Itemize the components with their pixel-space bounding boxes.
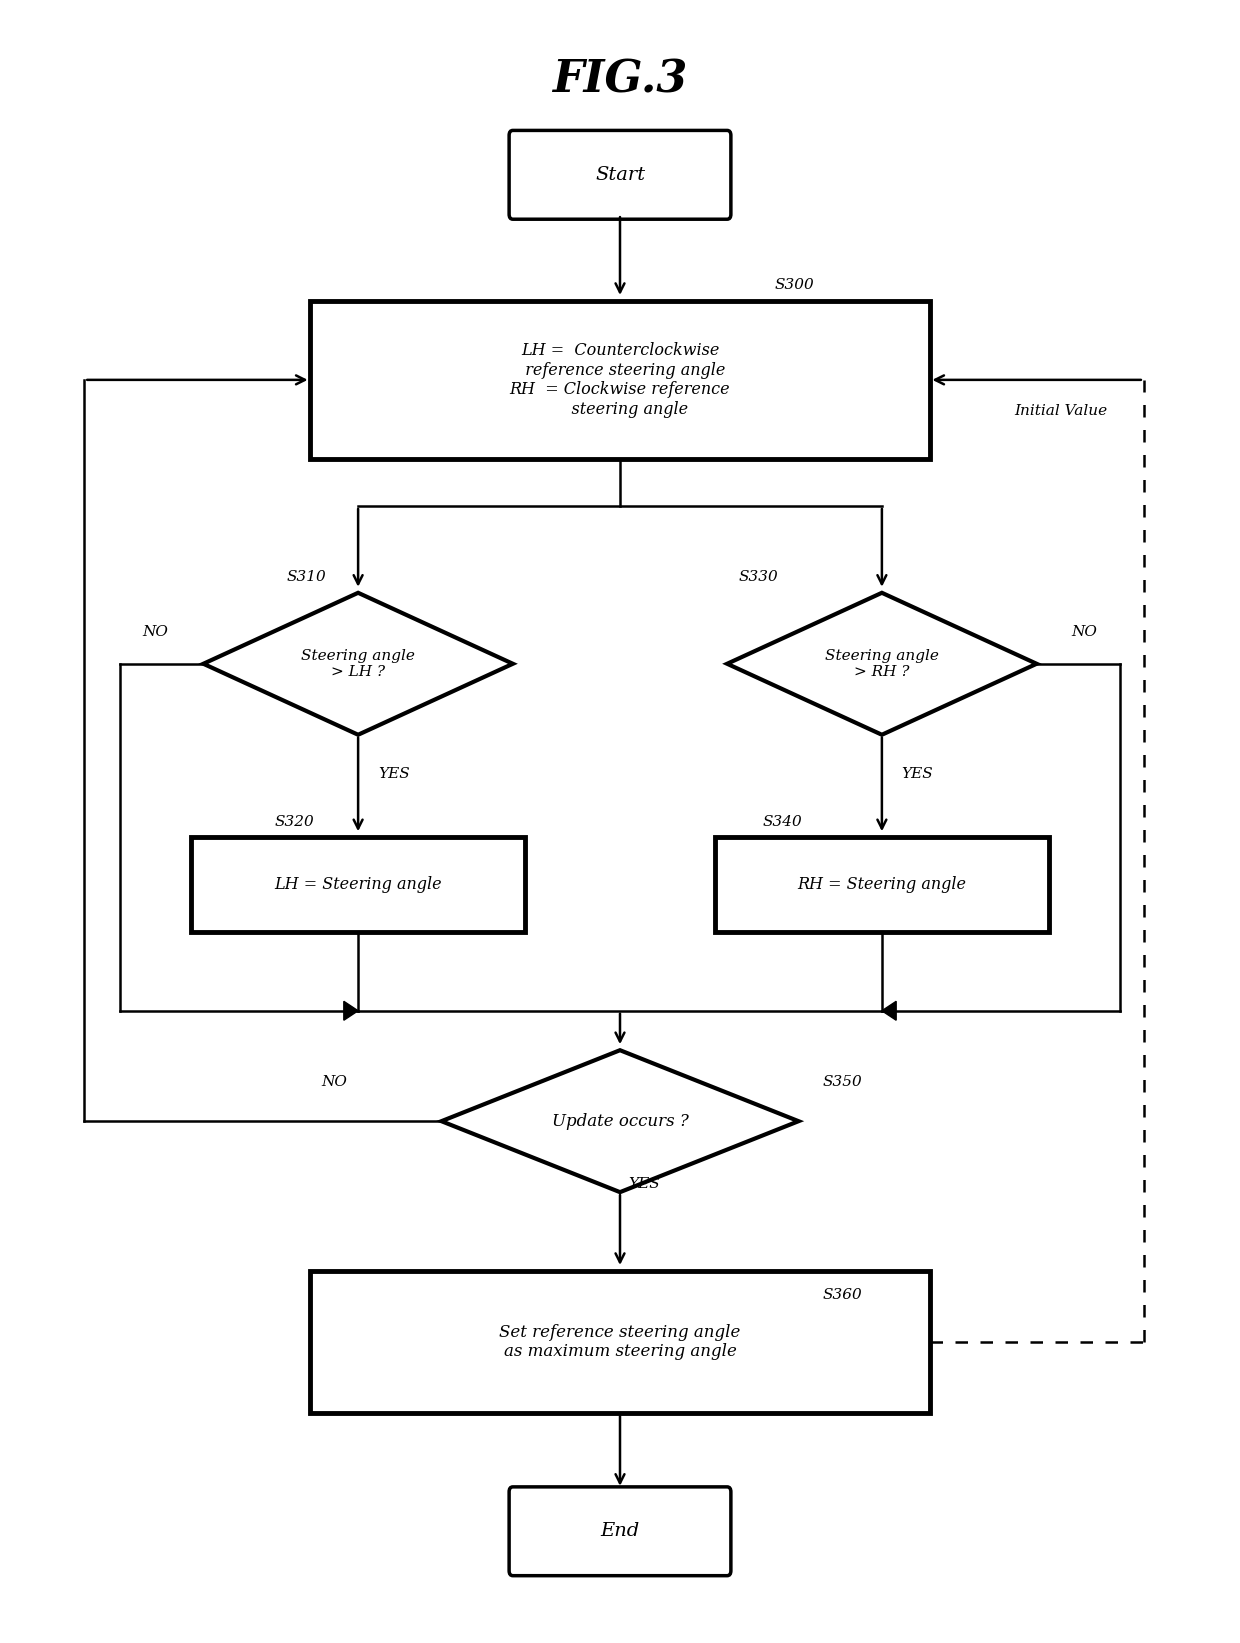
- Bar: [715, 838, 1049, 932]
- Text: LH =  Counterclockwise
  reference steering angle
RH  = Clockwise reference
    : LH = Counterclockwise reference steering…: [510, 342, 730, 417]
- Bar: [310, 1272, 930, 1413]
- Text: Update occurs ?: Update occurs ?: [552, 1112, 688, 1130]
- Text: FIG.3: FIG.3: [552, 59, 688, 102]
- Bar: [310, 301, 930, 458]
- Text: Initial Value: Initial Value: [1014, 404, 1107, 419]
- Text: Set reference steering angle
as maximum steering angle: Set reference steering angle as maximum …: [500, 1324, 740, 1360]
- Polygon shape: [343, 1001, 358, 1020]
- Text: YES: YES: [901, 767, 934, 780]
- Text: S320: S320: [275, 815, 315, 828]
- Text: Start: Start: [595, 166, 645, 184]
- Text: NO: NO: [321, 1075, 347, 1089]
- FancyBboxPatch shape: [510, 130, 730, 219]
- Text: NO: NO: [1071, 626, 1097, 639]
- Text: S360: S360: [822, 1288, 862, 1301]
- Text: RH = Steering angle: RH = Steering angle: [797, 876, 966, 894]
- Text: End: End: [600, 1523, 640, 1539]
- Text: Steering angle
> RH ?: Steering angle > RH ?: [825, 649, 939, 679]
- Text: LH = Steering angle: LH = Steering angle: [274, 876, 441, 894]
- Polygon shape: [727, 593, 1037, 734]
- Text: S330: S330: [739, 570, 779, 583]
- Text: S310: S310: [286, 570, 326, 583]
- Bar: [191, 838, 525, 932]
- Text: S300: S300: [775, 278, 815, 292]
- Text: YES: YES: [627, 1178, 660, 1191]
- Text: S350: S350: [822, 1075, 862, 1089]
- Polygon shape: [203, 593, 513, 734]
- Polygon shape: [441, 1050, 799, 1193]
- Text: Steering angle
> LH ?: Steering angle > LH ?: [301, 649, 415, 679]
- Polygon shape: [882, 1001, 897, 1020]
- Text: NO: NO: [143, 626, 169, 639]
- Text: YES: YES: [378, 767, 409, 780]
- Text: S340: S340: [763, 815, 802, 828]
- FancyBboxPatch shape: [510, 1487, 730, 1576]
